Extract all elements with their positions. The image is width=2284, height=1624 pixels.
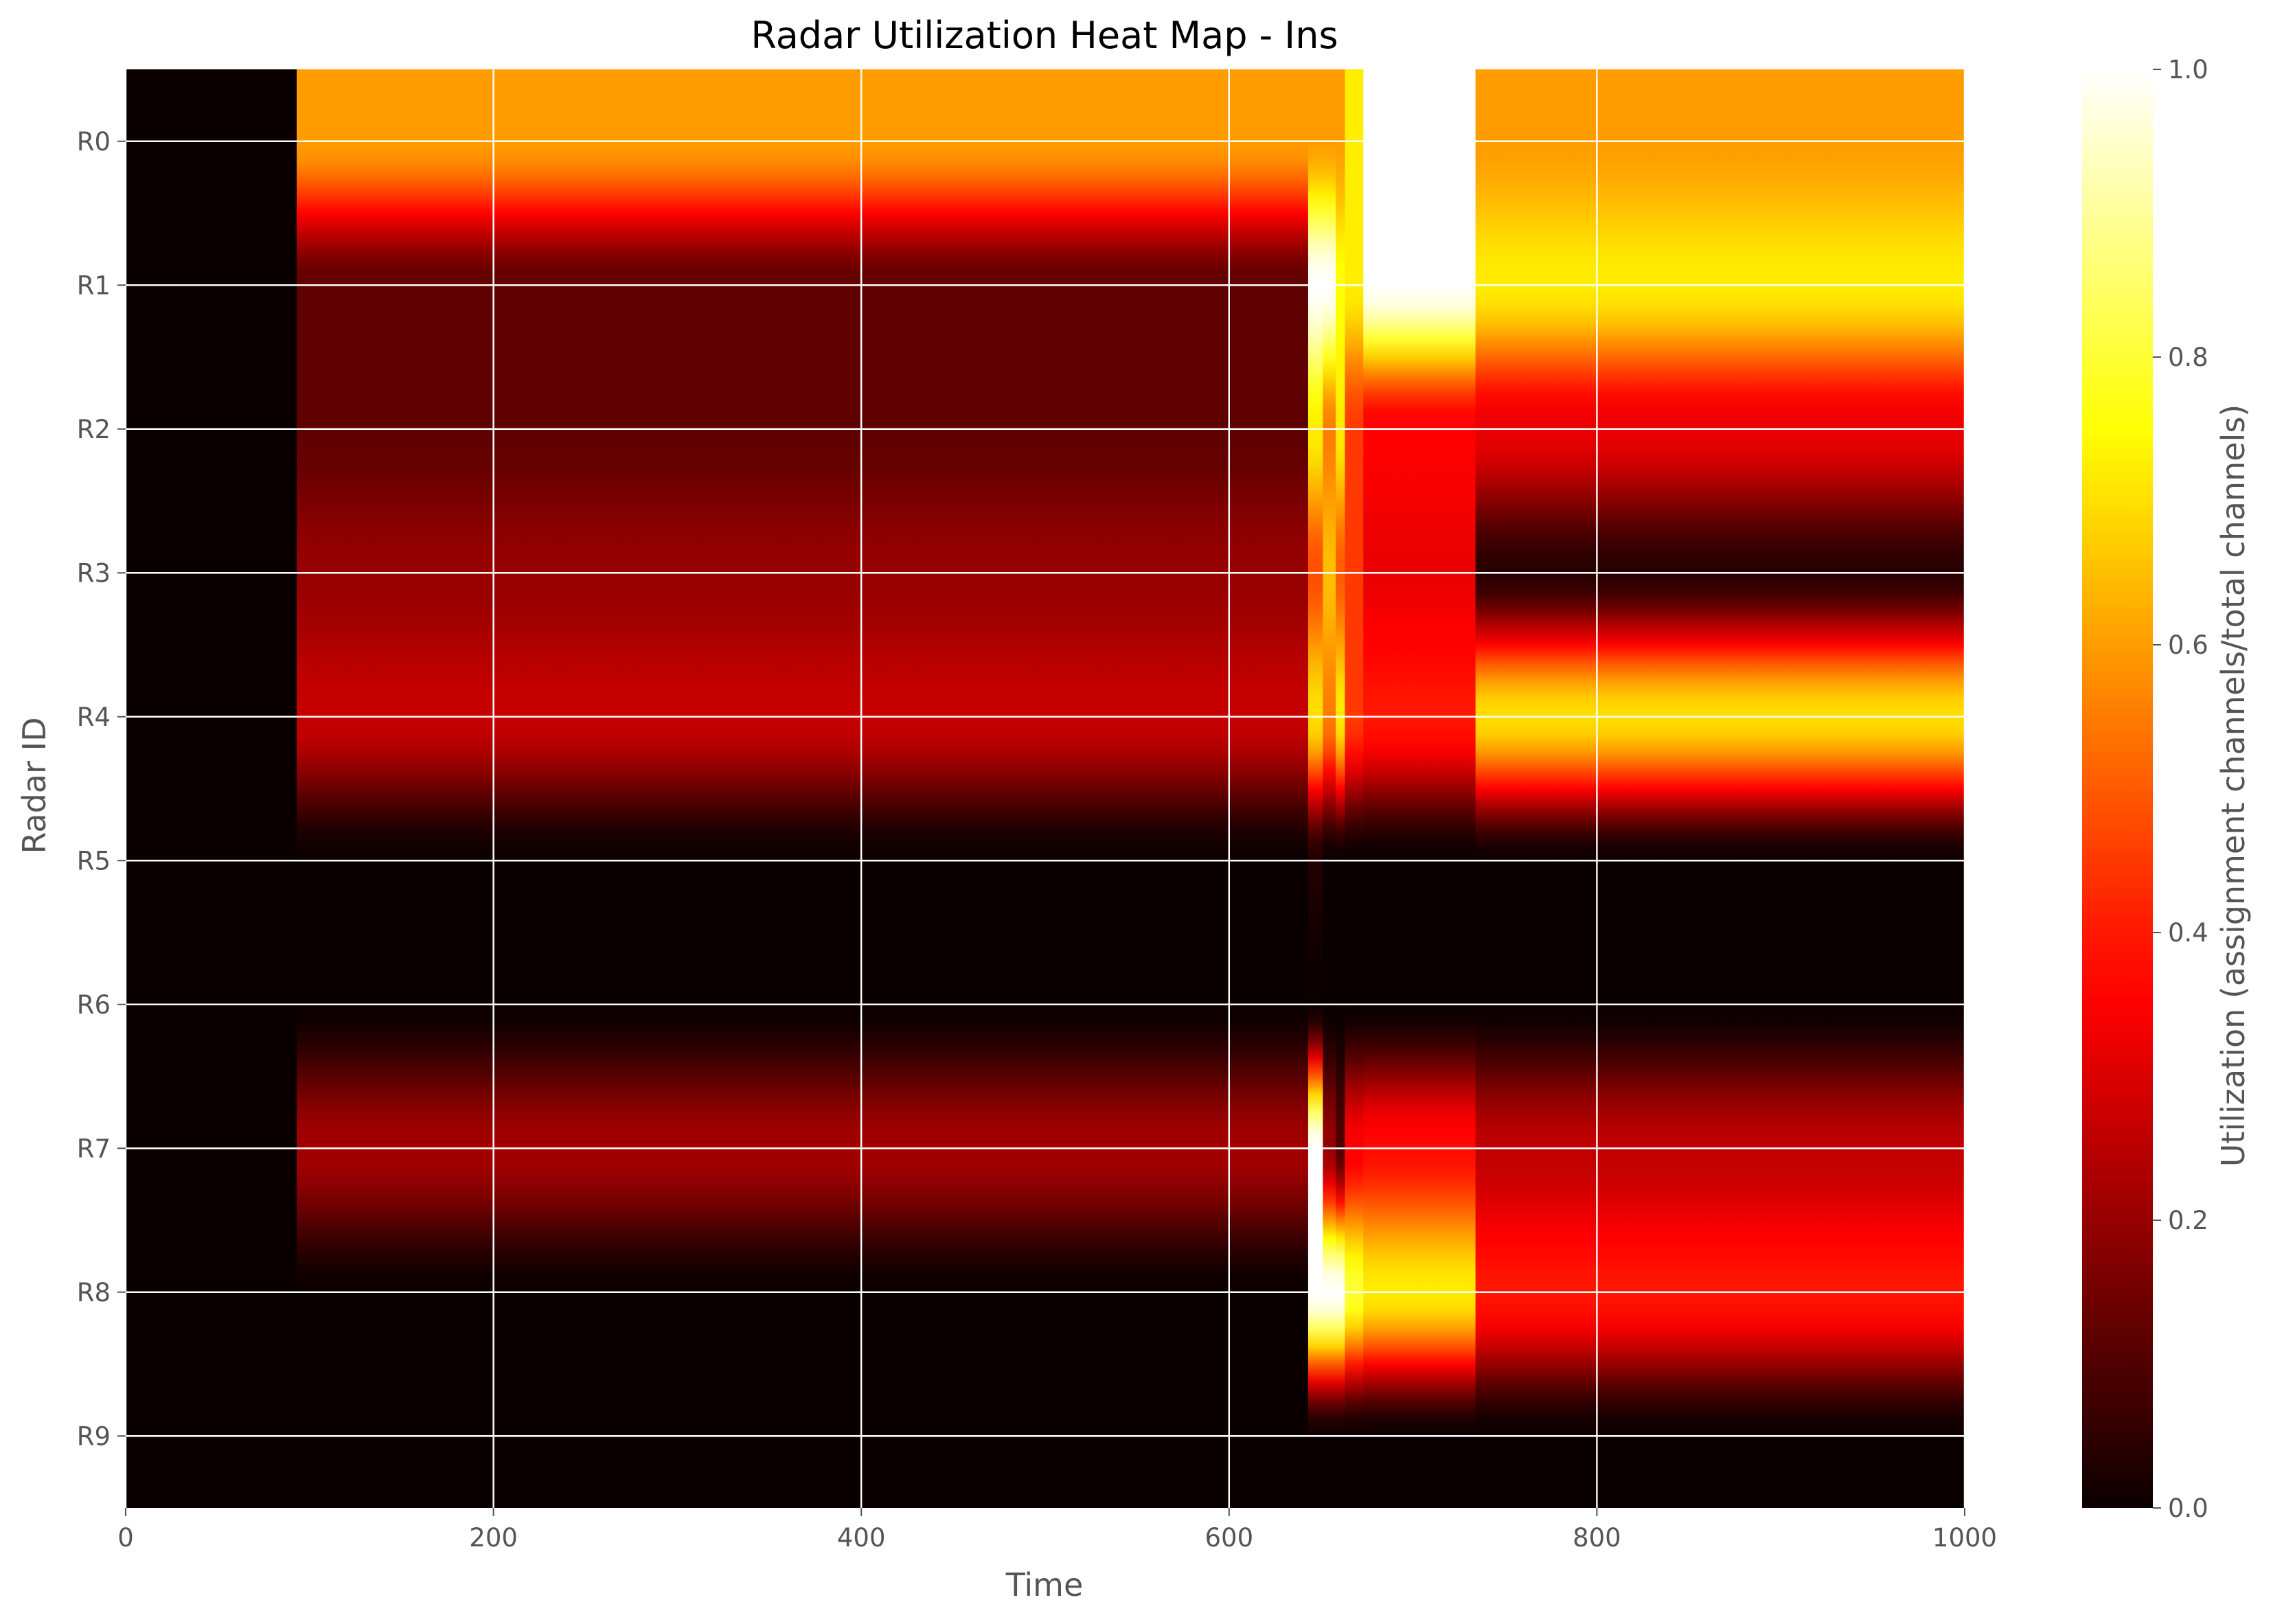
colorbar-label: Utilization (assignment channels/total c… (2215, 404, 2252, 1167)
colorbar: 0.0 0.2 0.4 0.6 0.8 1.0 Utilization (assignme… (2082, 55, 2252, 1523)
heatmap-segment (126, 69, 297, 1508)
y-tick-label: R6 (77, 990, 111, 1020)
y-tick-label: R5 (77, 846, 111, 876)
colorbar-tick-label: 0.0 (2168, 1494, 2208, 1523)
x-tick-label: 800 (1573, 1523, 1621, 1553)
x-tick-label: 1000 (1932, 1523, 1997, 1553)
y-tick-label: R1 (77, 271, 111, 300)
heatmap-plot-area (124, 69, 1966, 1508)
x-axis-label: Time (1005, 1566, 1084, 1603)
heatmap-segment (297, 69, 1309, 1508)
colorbar-tick-label: 0.4 (2168, 918, 2208, 948)
y-tick-label: R3 (77, 558, 111, 588)
y-tick-label: R0 (77, 127, 111, 157)
x-tick-label: 200 (469, 1523, 518, 1553)
chart-title: Radar Utilization Heat Map - Ins (751, 14, 1338, 57)
colorbar-gradient (2082, 69, 2153, 1508)
heatmap-segment (1345, 69, 1364, 1508)
x-tick-label: 0 (117, 1523, 134, 1553)
y-tick-label: R8 (77, 1278, 111, 1307)
colorbar-tick-label: 0.2 (2168, 1206, 2208, 1235)
y-tick-label: R2 (77, 415, 111, 444)
y-tick-label: R7 (77, 1134, 111, 1163)
heatmap-segment (1475, 69, 1965, 1508)
grid-lines (124, 69, 1966, 1508)
x-tick-label: 400 (837, 1523, 886, 1553)
y-tick-label: R9 (77, 1421, 111, 1451)
heatmap-segment (1363, 69, 1476, 1508)
y-axis-ticks: R0 R1 R2 R3 R4 R5 R6 R7 R8 R9 (77, 127, 126, 1451)
x-tick-label: 600 (1204, 1523, 1253, 1553)
colorbar-tick-label: 1.0 (2168, 55, 2208, 84)
colorbar-ticks: 0.0 0.2 0.4 0.6 0.8 1.0 (2153, 55, 2208, 1523)
y-tick-label: R4 (77, 702, 111, 732)
x-axis-ticks: 0 200 400 600 800 1000 (117, 1508, 1997, 1553)
colorbar-tick-label: 0.8 (2168, 343, 2208, 372)
colorbar-tick-label: 0.6 (2168, 630, 2208, 660)
y-axis-label: Radar ID (16, 717, 53, 854)
heatmap-cells (126, 69, 1965, 1508)
